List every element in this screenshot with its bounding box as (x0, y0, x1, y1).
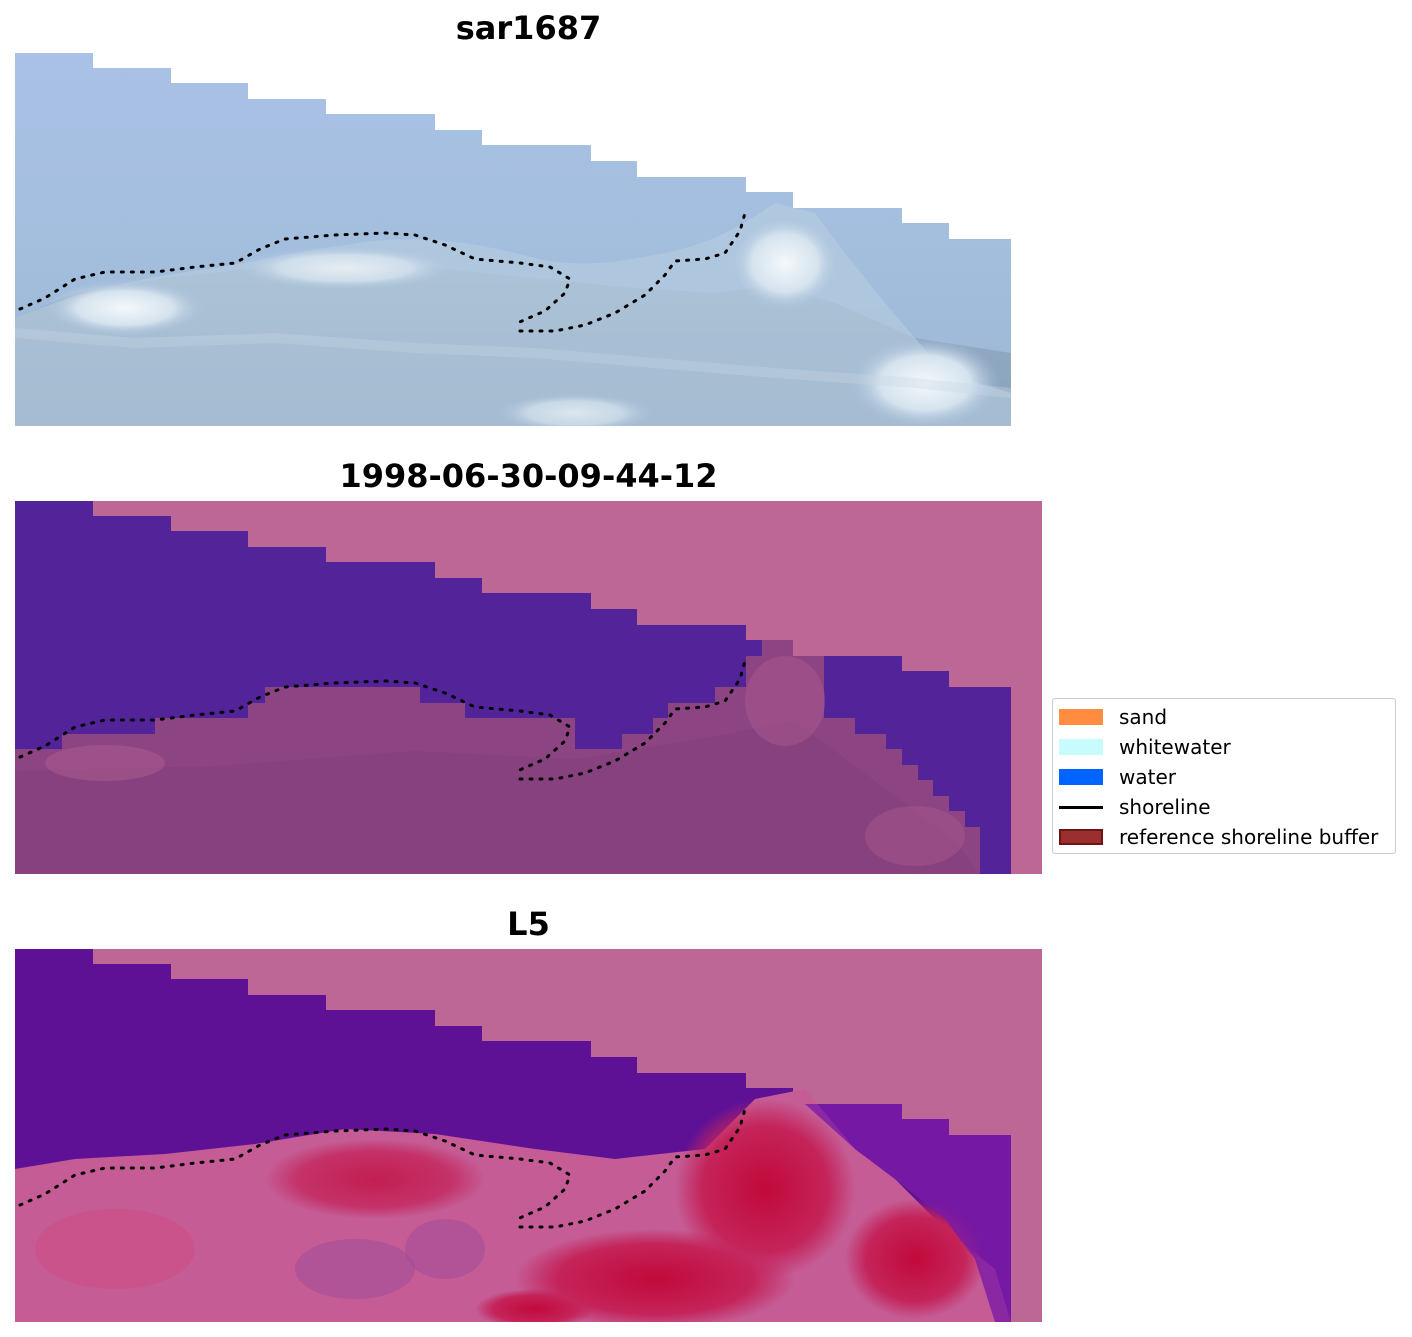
shoreline-trace (18, 211, 747, 333)
shoreline-line-swatch (1059, 805, 1103, 809)
legend-label: shoreline (1119, 795, 1211, 819)
shoreline-trace (18, 659, 747, 781)
legend-label: whitewater (1119, 735, 1231, 759)
legend-item-shoreline: shoreline (1059, 795, 1211, 819)
legend-label: sand (1119, 705, 1168, 729)
panel-title-sensor: L5 (507, 905, 550, 943)
classification-panel (15, 501, 1042, 874)
water-class-area (15, 501, 1011, 874)
shoreline-trace (18, 1107, 747, 1229)
land-class-area (15, 640, 980, 874)
legend-item-whitewater: whitewater (1059, 735, 1231, 759)
high-probability-area (265, 1139, 485, 1219)
legend-label: reference shoreline buffer (1119, 825, 1379, 849)
panel-title-date: 1998-06-30-09-44-12 (339, 457, 718, 495)
legend-item-water: water (1059, 765, 1176, 789)
sand-swatch (1059, 709, 1103, 725)
satellite-image-panel (15, 53, 1042, 426)
reference-buffer-swatch (1059, 829, 1103, 845)
panel-title-sar: sar1687 (455, 9, 602, 47)
whitewater-swatch (1059, 739, 1103, 755)
legend: sand whitewater water shoreline referenc… (1052, 698, 1396, 854)
legend-label: water (1119, 765, 1176, 789)
water-swatch (1059, 769, 1103, 785)
probability-panel (15, 949, 1042, 1322)
legend-item-reference-buffer: reference shoreline buffer (1059, 825, 1378, 849)
legend-item-sand: sand (1059, 705, 1167, 729)
